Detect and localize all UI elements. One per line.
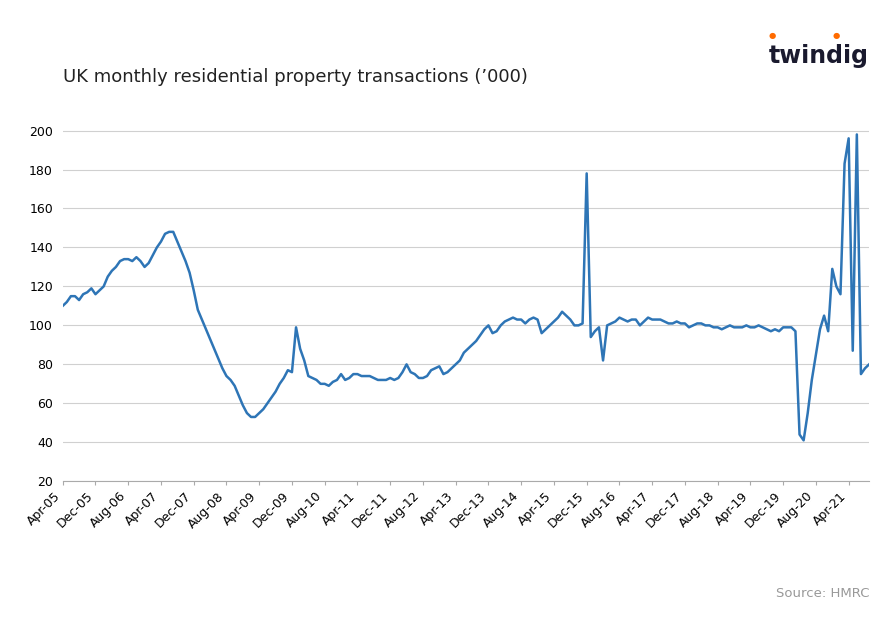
Text: ●: ●	[832, 31, 840, 40]
Text: UK monthly residential property transactions (’000): UK monthly residential property transact…	[63, 68, 528, 86]
Text: ●: ●	[769, 31, 776, 40]
Text: twindig: twindig	[769, 44, 869, 68]
Text: Source: HMRC: Source: HMRC	[776, 587, 869, 600]
